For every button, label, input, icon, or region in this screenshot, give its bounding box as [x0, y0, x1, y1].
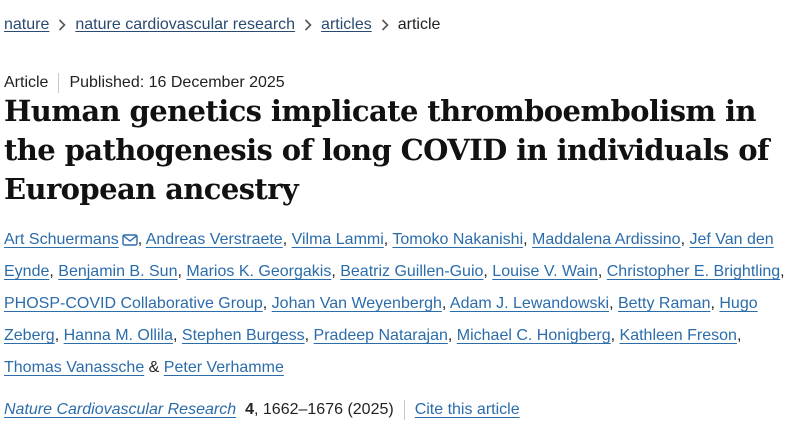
author-separator-ampersand: &: [148, 359, 160, 376]
author-separator: ,: [383, 231, 389, 248]
breadcrumb: nature nature cardiovascular research ar…: [4, 14, 440, 36]
author-link[interactable]: Tomoko Nakanishi: [392, 231, 524, 248]
author-link[interactable]: Andreas Verstraete: [145, 231, 283, 248]
volume: 4: [245, 401, 255, 418]
cite-this-article-link[interactable]: Cite this article: [414, 401, 520, 418]
author-separator: ,: [331, 263, 336, 280]
article-meta: Article Published: 16 December 2025: [4, 72, 285, 94]
author-link[interactable]: Beatriz Guillen-Guio: [340, 263, 484, 280]
author-separator: ,: [172, 327, 178, 344]
author-link[interactable]: Kathleen Freson: [619, 327, 737, 344]
citation: Nature Cardiovascular Research 4 , 1662–…: [4, 399, 520, 421]
author-link[interactable]: Art Schuermans: [4, 231, 119, 248]
author-separator: ,: [680, 231, 686, 248]
author-separator: ,: [447, 327, 453, 344]
breadcrumb-current: article: [397, 16, 441, 33]
author-link[interactable]: Pradeep Natarajan: [313, 327, 448, 344]
breadcrumb-link-journal[interactable]: nature cardiovascular research: [75, 16, 296, 33]
author-separator: ,: [137, 231, 143, 248]
author-link[interactable]: Adam J. Lewandowski: [449, 295, 610, 312]
article-title: Human genetics implicate thromboembolism…: [4, 94, 770, 206]
chevron-right-icon: [295, 19, 321, 31]
chevron-right-icon: [372, 19, 398, 31]
author-separator: ,: [736, 327, 742, 344]
author-separator: ,: [780, 263, 785, 280]
author-link[interactable]: PHOSP-COVID Collaborative Group: [4, 295, 263, 312]
author-link[interactable]: Marios K. Georgakis: [186, 263, 332, 280]
author-separator: ,: [262, 295, 268, 312]
author-link[interactable]: Peter Verhamme: [163, 359, 284, 376]
author-list: Art Schuermans, Andreas Verstraete, Vilm…: [4, 224, 796, 384]
author-link[interactable]: Michael C. Honigberg: [456, 327, 611, 344]
author-separator: ,: [609, 295, 614, 312]
chevron-right-icon: [49, 19, 75, 31]
author-link[interactable]: Johan Van Weyenbergh: [271, 295, 442, 312]
author-separator: ,: [441, 295, 447, 312]
author-link[interactable]: Benjamin B. Sun: [58, 263, 178, 280]
author-separator: ,: [523, 231, 528, 248]
author-separator: ,: [610, 327, 616, 344]
published-date: Published: 16 December 2025: [69, 74, 285, 91]
author-link[interactable]: Hugo Zeberg: [4, 295, 758, 344]
journal-link[interactable]: Nature Cardiovascular Research: [4, 401, 237, 418]
author-link[interactable]: Maddalena Ardissino: [532, 231, 681, 248]
author-separator: ,: [597, 263, 603, 280]
article-type: Article: [4, 74, 49, 91]
author-separator: ,: [282, 231, 288, 248]
author-separator: ,: [483, 263, 488, 280]
breadcrumb-link-nature[interactable]: nature: [4, 16, 50, 33]
author-link[interactable]: Stephen Burgess: [181, 327, 305, 344]
author-separator: ,: [304, 327, 310, 344]
author-link[interactable]: Christopher E. Brightling: [606, 263, 781, 280]
author-link[interactable]: Vilma Lammi: [291, 231, 384, 248]
pages: , 1662–1676 (2025): [254, 401, 394, 418]
author-link[interactable]: Louise V. Wain: [492, 263, 598, 280]
author-link[interactable]: Jef Van den Eynde: [4, 231, 774, 280]
citation-divider: [403, 400, 405, 420]
author-separator: ,: [49, 263, 54, 280]
author-separator: ,: [177, 263, 182, 280]
meta-divider: [58, 73, 60, 93]
author-link[interactable]: Hanna M. Ollila: [63, 327, 173, 344]
breadcrumb-link-articles[interactable]: articles: [321, 16, 372, 33]
envelope-icon[interactable]: [122, 234, 138, 246]
author-link[interactable]: Betty Raman: [617, 295, 711, 312]
author-separator: ,: [54, 327, 60, 344]
author-separator: ,: [710, 295, 715, 312]
author-link[interactable]: Thomas Vanassche: [4, 359, 145, 376]
